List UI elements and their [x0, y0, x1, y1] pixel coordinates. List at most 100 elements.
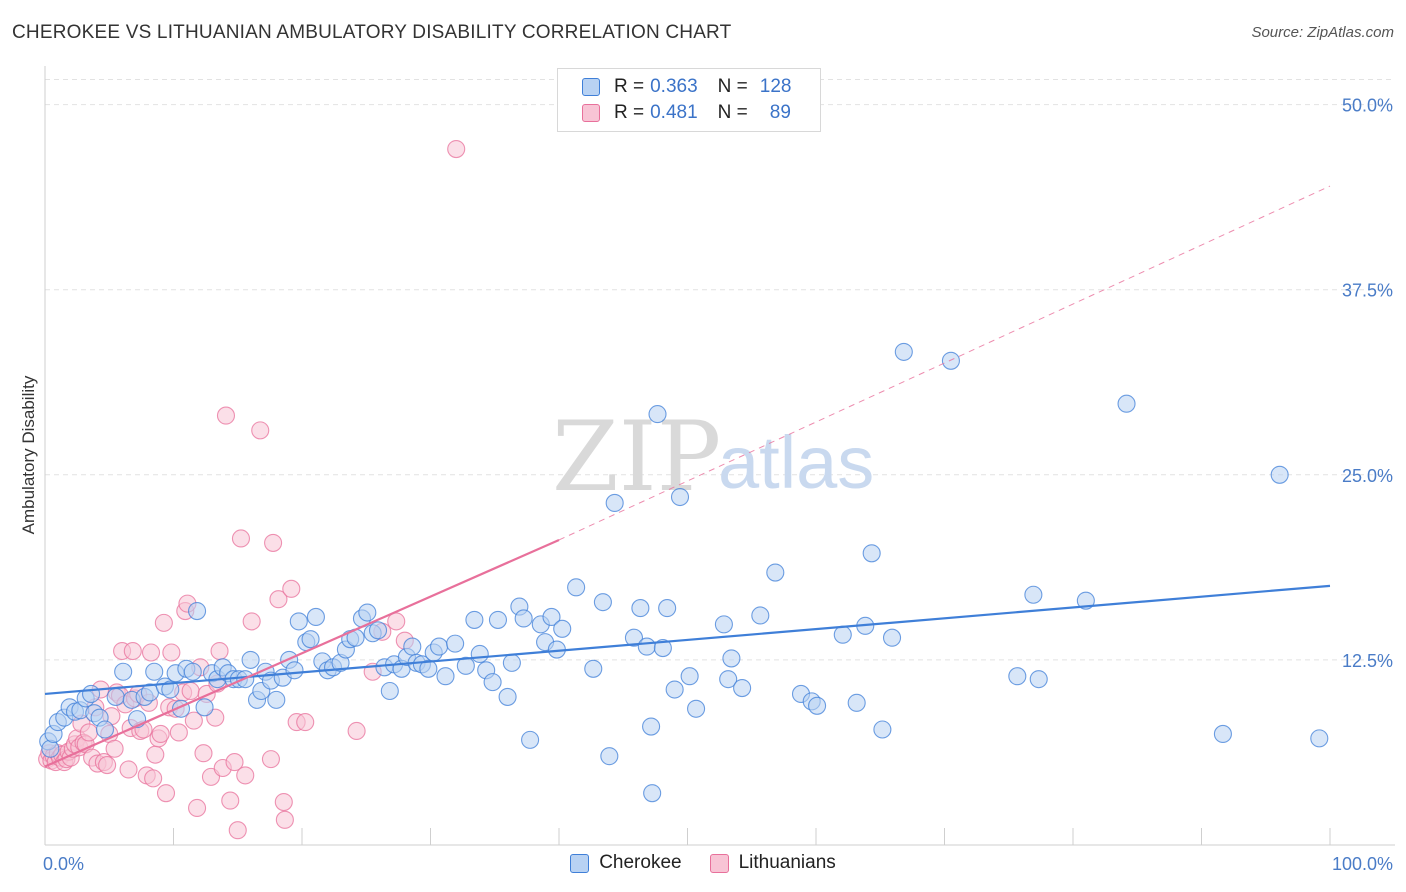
cherokee-point — [642, 717, 661, 736]
cherokee-point — [1270, 465, 1289, 484]
lithuanians-point — [296, 713, 315, 732]
cherokee-point — [637, 637, 656, 656]
lithuanians-point — [269, 590, 288, 609]
series-swatch-blue — [570, 853, 590, 873]
cherokee-point — [882, 628, 902, 647]
lithuanians-point — [210, 641, 229, 661]
lithuanians-point — [251, 421, 270, 440]
cherokee-point — [1117, 394, 1136, 413]
cherokee-point — [145, 662, 164, 681]
legend-r-label: R = — [614, 102, 645, 123]
cherokee-point — [665, 680, 684, 699]
x-tick-label: 100.0% — [1332, 854, 1393, 874]
source-label: Source: ZipAtlas.com — [1251, 24, 1394, 41]
lithuanians-point — [261, 750, 280, 769]
cherokee-points — [39, 342, 1329, 803]
cherokee-point — [1029, 670, 1048, 689]
cherokee-point — [403, 637, 422, 656]
series-legend: Cherokee Lithuanians — [0, 852, 1406, 874]
cherokee-point — [873, 720, 892, 739]
lithuanians-point — [188, 798, 207, 818]
cherokee-point — [605, 493, 624, 512]
cherokee-point — [41, 739, 60, 758]
grid-layer — [45, 78, 1395, 661]
cherokee-point — [766, 563, 785, 582]
cherokee-point — [114, 662, 133, 681]
legend-swatch-blue — [582, 78, 600, 96]
lithuanians-point — [154, 613, 173, 632]
cherokee-point — [719, 670, 738, 689]
cherokee-point — [241, 650, 260, 669]
cherokee-point — [567, 578, 586, 597]
lithuanians-point — [225, 753, 244, 772]
cherokee-point — [81, 684, 101, 704]
cherokee-point — [419, 659, 438, 678]
watermark-atlas: atlas — [718, 421, 874, 504]
cherokee-point — [847, 693, 866, 712]
legend-row-cherokee: R = 0.363 N = 128 — [582, 75, 791, 99]
lithuanians-point — [275, 810, 294, 829]
cherokee-point — [714, 615, 733, 634]
cherokee-point — [95, 720, 115, 739]
cherokee-point — [306, 607, 325, 627]
axes-layer — [44, 66, 1395, 846]
cherokee-point — [733, 678, 752, 698]
legend-r-value: 0.363 — [650, 76, 698, 97]
lithuanians-point — [105, 739, 124, 758]
lithuanians-point — [216, 406, 236, 425]
cherokee-point — [643, 784, 662, 803]
lithuanians-point — [79, 723, 98, 742]
cherokee-point — [584, 659, 603, 678]
cherokee-point — [456, 656, 475, 675]
cherokee-point — [941, 351, 960, 370]
legend-n-value: 128 — [759, 76, 792, 97]
cherokee-point — [470, 644, 489, 664]
legend-r-value: 0.481 — [650, 102, 698, 123]
lithuanians-point — [123, 641, 142, 661]
legend-n-label: N = — [717, 102, 748, 123]
cherokee-point — [267, 690, 286, 709]
cherokee-point — [465, 610, 484, 629]
tick-labels: 12.5% 25.0% 37.5% 50.0% 0.0% 100.0% — [43, 96, 1393, 874]
cherokee-point — [722, 649, 741, 668]
series-legend-cherokee[interactable]: Cherokee — [570, 852, 682, 874]
legend-row-lithuanians: R = 0.481 N = 89 — [582, 101, 791, 125]
cherokee-point — [1076, 591, 1095, 610]
cherokee-point — [498, 687, 517, 706]
cherokee-point — [1310, 729, 1329, 748]
cherokee-point — [687, 699, 706, 718]
lithuanians-point — [162, 643, 181, 662]
legend-r-label: R = — [614, 76, 645, 97]
legend-n-label: N = — [717, 76, 748, 97]
lithuanians-point — [156, 784, 176, 803]
series-swatch-pink — [709, 853, 729, 873]
cherokee-point — [600, 747, 619, 766]
cherokee-point — [358, 603, 377, 622]
watermark-zip: ZIP — [552, 401, 721, 513]
lithuanians-point — [282, 579, 301, 598]
lithuanians-point — [146, 745, 165, 764]
cherokee-point — [658, 599, 677, 618]
cherokee-point — [862, 544, 881, 563]
series-legend-lithuanians[interactable]: Lithuanians — [709, 852, 836, 874]
cherokee-point — [436, 667, 455, 686]
lithuanians-point — [447, 139, 466, 159]
cherokee-point — [183, 662, 202, 681]
lithuanians-point — [141, 643, 161, 662]
cherokee-point — [106, 687, 125, 706]
cherokee-point — [521, 730, 540, 749]
lithuanians-trend-extension — [558, 185, 1331, 541]
cherokee-point — [285, 661, 304, 680]
lithuanians-point — [194, 744, 213, 763]
y-tick-label: 12.5% — [1342, 651, 1393, 671]
cherokee-point — [593, 593, 612, 612]
lithuanians-point — [184, 711, 203, 730]
lithuanians-point — [347, 721, 366, 741]
lithuanians-point — [221, 791, 240, 810]
cherokee-point — [670, 487, 690, 507]
lithuanians-point — [169, 723, 188, 742]
cherokee-point — [289, 612, 308, 631]
cherokee-point — [483, 673, 502, 692]
cherokee-point — [542, 607, 561, 627]
